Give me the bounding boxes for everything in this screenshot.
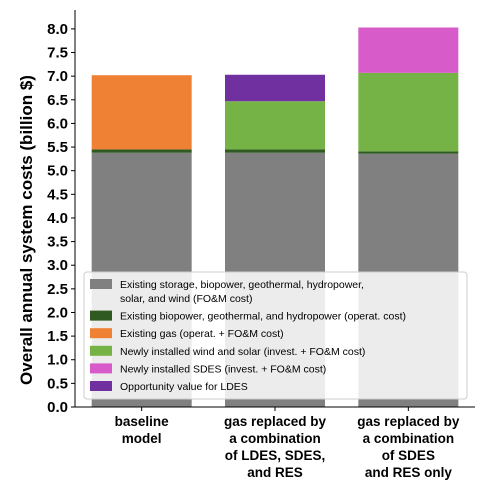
x-tick-label-line: a combination — [363, 431, 455, 446]
y-tick-label: 1.5 — [47, 328, 68, 345]
legend-label-line: Existing storage, biopower, geothermal, … — [120, 279, 364, 291]
x-tick-label: gas replaced by a combination of SDES and R… — [357, 414, 460, 480]
x-tick-label-line: baseline — [115, 414, 170, 429]
legend-label-line: Existing biopower, geothermal, and hydro… — [120, 311, 406, 323]
legend-label: Newly installed wind and solar (invest. … — [120, 346, 365, 358]
legend-swatch — [90, 328, 112, 339]
y-tick-label: 0.0 — [47, 399, 68, 416]
legend-swatch — [90, 345, 112, 356]
y-tick-label: 6.5 — [47, 92, 68, 109]
y-tick-label: 5.0 — [47, 163, 68, 180]
legend-label: Existing gas (operat. + FO&M cost) — [120, 328, 284, 340]
bar-segment-3-series-4 — [358, 72, 459, 152]
x-tick-label-line: of LDES, SDES, — [225, 448, 326, 463]
y-tick-label: 2.0 — [47, 304, 68, 321]
bar-segment-1-series-2 — [91, 149, 192, 153]
y-tick-label: 4.5 — [47, 186, 68, 203]
bar-segment-3-series-5 — [358, 27, 459, 73]
y-tick-label: 6.0 — [47, 115, 68, 132]
legend-label-line: solar, and wind (FO&M cost) — [120, 293, 252, 305]
x-tick-label-line: and RES only — [365, 465, 453, 480]
x-tick-label-line: model — [122, 431, 162, 446]
y-tick-label: 8.0 — [47, 21, 68, 38]
x-tick-label: gas replaced by a combination of LDES, SDE… — [224, 414, 327, 480]
legend-label: Newly installed SDES (invest. + FO&M cos… — [120, 363, 326, 375]
legend-label-line: Existing gas (operat. + FO&M cost) — [120, 328, 284, 340]
legend-swatch — [90, 381, 112, 391]
legend-label: Existing storage, biopower, geothermal, … — [120, 279, 364, 305]
legend-swatch — [90, 363, 112, 374]
y-tick-label: 5.5 — [47, 139, 68, 156]
legend-label-line: Newly installed wind and solar (invest. … — [120, 346, 365, 358]
x-tick-label-line: a combination — [229, 431, 321, 446]
x-tick-label: baseline model — [115, 414, 170, 446]
y-tick-label: 3.5 — [47, 234, 68, 251]
bar-segment-1-series-3 — [91, 75, 192, 150]
y-tick-label: 2.5 — [47, 281, 68, 298]
bar-segment-2-series-2 — [225, 149, 325, 153]
bar-segment-2-series-6 — [225, 74, 325, 102]
y-tick-label: 7.0 — [47, 68, 68, 85]
x-tick-label-line: of SDES — [382, 448, 435, 463]
x-tick-label-line: gas replaced by — [357, 414, 460, 429]
legend-swatch — [90, 279, 112, 289]
x-axis: baseline model gas replaced by a combinatio… — [75, 406, 475, 480]
x-tick-label-line: gas replaced by — [224, 414, 327, 429]
bar-segment-3-series-2 — [358, 151, 459, 154]
y-tick-label: 3.0 — [47, 257, 68, 274]
legend: Existing storage, biopower, geothermal, … — [83, 271, 468, 400]
y-axis-label: Overall annual system costs (billion $) — [17, 75, 36, 385]
bar-segment-2-series-4 — [225, 101, 325, 150]
legend-label: Existing biopower, geothermal, and hydro… — [120, 311, 406, 323]
legend-swatch — [90, 310, 112, 321]
legend-label: Opportunity value for LDES — [120, 381, 248, 393]
y-tick-label: 4.0 — [47, 210, 68, 227]
x-tick-label-line: and RES — [247, 465, 303, 480]
y-tick-label: 7.5 — [47, 45, 68, 62]
y-tick-label: 1.0 — [47, 352, 68, 369]
y-tick-label: 0.5 — [47, 375, 68, 392]
legend-label-line: Newly installed SDES (invest. + FO&M cos… — [120, 363, 326, 375]
y-axis: 0.0 0.5 1.0 1.5 2.0 2.5 3.0 3.5 4.0 4.5 5.0 5.5 6.0 6… — [47, 10, 76, 416]
legend-label-line: Opportunity value for LDES — [120, 381, 248, 393]
legend-box — [83, 271, 468, 400]
